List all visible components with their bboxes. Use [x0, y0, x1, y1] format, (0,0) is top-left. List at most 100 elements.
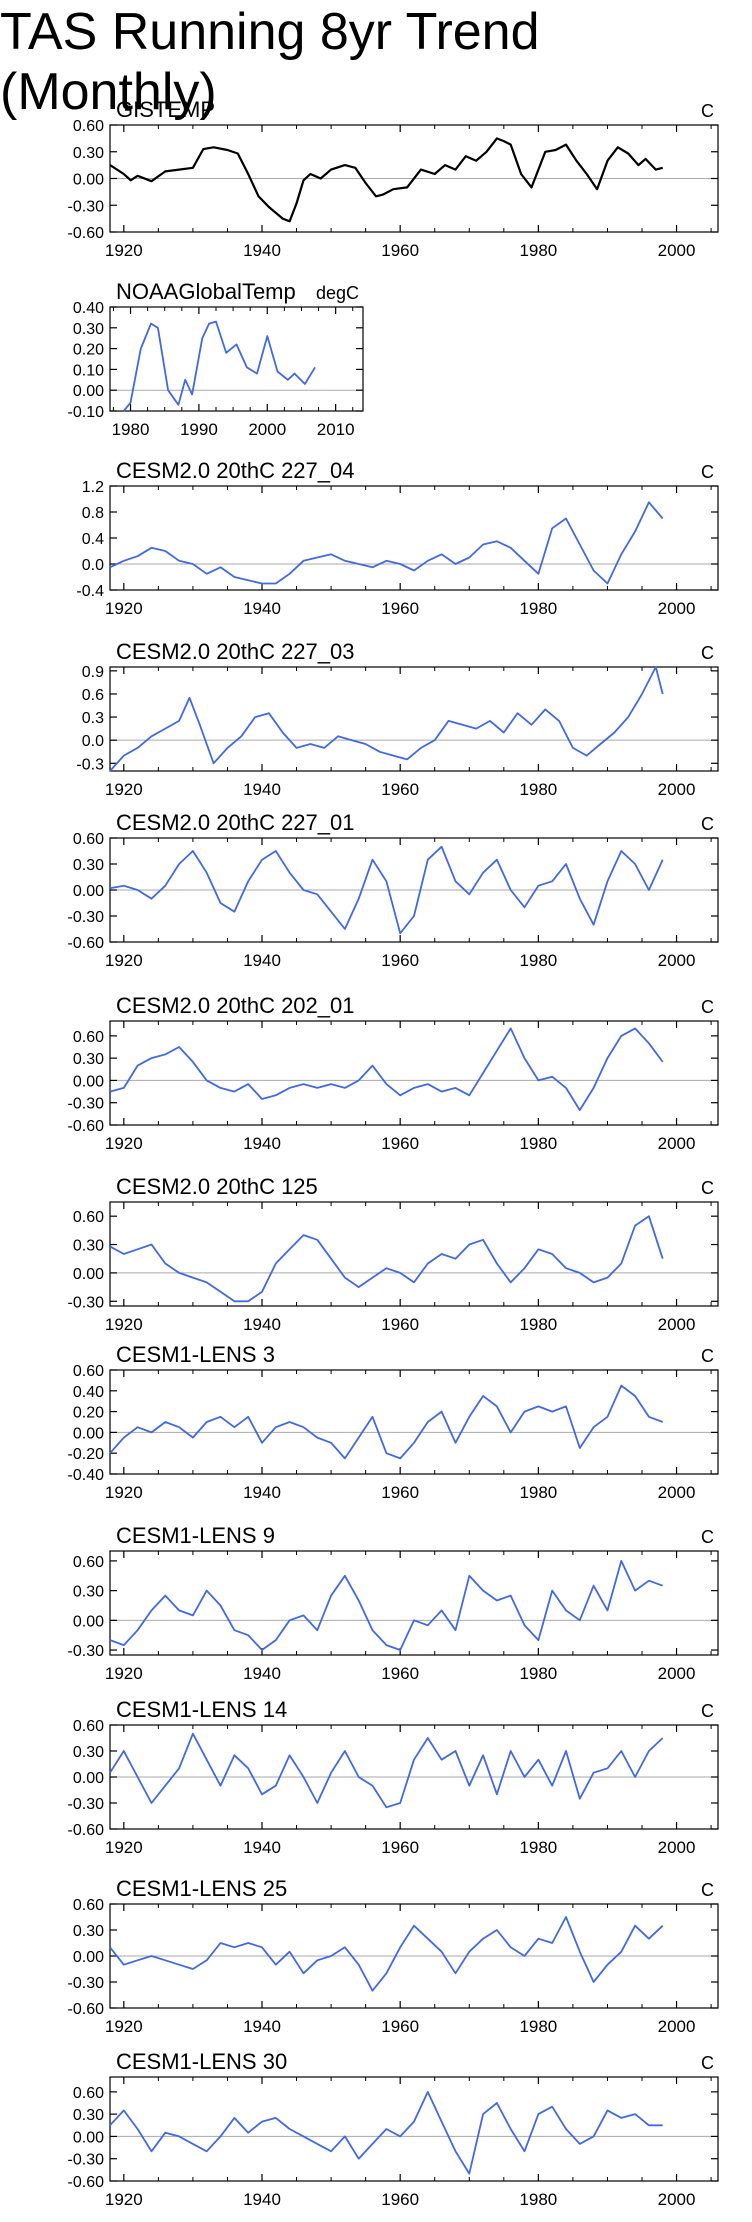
plot-frame — [109, 1020, 719, 1126]
x-tick-label: 1940 — [243, 599, 281, 618]
y-tick-label: 0.4 — [82, 531, 104, 548]
y-tick-label: 0.00 — [73, 2129, 104, 2146]
chart-panel-3: CESM2.0 20thC 227_04 C 1920 1940 1960 1980 200… — [76, 458, 719, 618]
x-tick-label: 1940 — [243, 1838, 281, 1857]
page-title: TAS Running 8yr Trend (Monthly) — [0, 3, 540, 121]
y-tick-label: -0.3 — [76, 756, 104, 773]
x-tick-label: 1960 — [381, 1838, 419, 1857]
y-tick-label: -0.20 — [68, 1446, 105, 1463]
x-tick-label: 1990 — [180, 420, 218, 439]
y-tick-label: 0.0 — [82, 733, 104, 750]
y-tick-label: 0.9 — [82, 664, 104, 681]
x-tick-label: 1920 — [105, 599, 143, 618]
x-tick-label: 2000 — [658, 780, 696, 799]
y-tick-label: 0.30 — [73, 1923, 104, 1940]
x-tick-label: 1940 — [243, 2017, 281, 2036]
panel-title: GISTEMP — [116, 97, 215, 122]
y-tick-label: 0.3 — [82, 710, 104, 727]
series-line — [123, 320, 316, 412]
plot-frame — [109, 485, 719, 591]
panel-units: C — [701, 2053, 714, 2073]
series-line — [109, 1027, 664, 1111]
y-tick-label: 0.60 — [73, 1029, 104, 1046]
panel-units: C — [701, 1701, 714, 1721]
y-tick-label: 0.00 — [73, 383, 104, 400]
x-tick-label: 1920 — [105, 1483, 143, 1502]
chart-panel-2: NOAAGlobalTemp degC 1980 1990 2000 2010 -0.10 0… — [68, 279, 364, 439]
y-tick-label: 0.30 — [73, 1051, 104, 1068]
x-tick-label: 1920 — [105, 2017, 143, 2036]
y-tick-label: 0.20 — [73, 342, 104, 359]
x-tick-label: 1940 — [243, 1315, 281, 1334]
plot-frame — [109, 666, 719, 772]
y-tick-label: 0.00 — [73, 172, 104, 189]
panel-units: C — [701, 997, 714, 1017]
x-tick-label: 1960 — [381, 1134, 419, 1153]
x-tick-label: 2000 — [658, 1134, 696, 1153]
x-tick-label: 1960 — [381, 1315, 419, 1334]
y-tick-label: -0.30 — [68, 2152, 105, 2169]
y-tick-label: -0.30 — [68, 1643, 105, 1660]
y-tick-label: 0.30 — [73, 1584, 104, 1601]
x-tick-label: 2000 — [658, 241, 696, 260]
y-tick-label: -0.30 — [68, 909, 105, 926]
x-tick-label: 1980 — [519, 1134, 557, 1153]
x-tick-label: 1980 — [519, 1664, 557, 1683]
y-tick-label: -0.10 — [68, 404, 105, 421]
plot-frame — [109, 2076, 719, 2182]
x-tick-label: 2000 — [658, 599, 696, 618]
series-line — [109, 1732, 664, 1809]
y-tick-label: -0.60 — [68, 2001, 105, 2018]
series-line — [109, 1384, 664, 1460]
panel-title: CESM2.0 20thC 202_01 — [116, 993, 355, 1018]
x-tick-label: 1920 — [105, 1838, 143, 1857]
x-tick-label: 1980 — [519, 1838, 557, 1857]
y-tick-label: 0.60 — [73, 1554, 104, 1571]
y-tick-label: 0.00 — [73, 883, 104, 900]
x-tick-label: 1940 — [243, 780, 281, 799]
x-tick-label: 1960 — [381, 2190, 419, 2209]
x-tick-label: 1980 — [112, 420, 150, 439]
x-tick-label: 1960 — [381, 1664, 419, 1683]
y-tick-label: 0.40 — [73, 300, 104, 317]
x-tick-label: 2000 — [658, 951, 696, 970]
y-tick-label: -0.4 — [76, 583, 104, 600]
y-tick-label: -0.60 — [68, 2174, 105, 2191]
panel-title: CESM2.0 20thC 227_03 — [116, 639, 355, 664]
y-tick-label: 0.00 — [73, 1425, 104, 1442]
x-tick-label: 1960 — [381, 1483, 419, 1502]
series-line — [109, 501, 664, 585]
panel-units: C — [701, 1178, 714, 1198]
x-tick-label: 1960 — [381, 780, 419, 799]
y-tick-label: 0.0 — [82, 557, 104, 574]
x-tick-label: 1920 — [105, 2190, 143, 2209]
y-tick-label: 0.40 — [73, 1384, 104, 1401]
panel-units: C — [701, 462, 714, 482]
plot-frame — [109, 1550, 719, 1656]
x-tick-label: 1980 — [519, 1483, 557, 1502]
panel-title: CESM1-LENS 25 — [116, 1876, 287, 1901]
chart-panel-11: CESM1-LENS 25 C 1920 1940 1960 1980 2000 -0.60 -… — [68, 1876, 719, 2036]
y-tick-label: -0.30 — [68, 1796, 105, 1813]
chart-panel-1: GISTEMP C 1920 1940 1960 1980 2000 -0.60 -0.30 0.… — [68, 97, 719, 260]
y-tick-label: 0.00 — [73, 1073, 104, 1090]
chart-panel-6: CESM2.0 20thC 202_01 C 1920 1940 1960 1980 200… — [68, 993, 719, 1153]
x-tick-label: 1940 — [243, 1483, 281, 1502]
y-tick-label: 0.60 — [73, 831, 104, 848]
x-tick-label: 1980 — [519, 241, 557, 260]
panel-title: CESM2.0 20thC 227_01 — [116, 810, 355, 835]
series-line — [109, 845, 664, 935]
y-tick-label: -0.60 — [68, 1822, 105, 1839]
x-tick-label: 1980 — [519, 951, 557, 970]
y-tick-label: 0.8 — [82, 505, 104, 522]
plot-frame — [109, 306, 364, 412]
x-tick-label: 2000 — [658, 1664, 696, 1683]
y-tick-label: 0.00 — [73, 1770, 104, 1787]
x-tick-label: 1960 — [381, 241, 419, 260]
x-tick-label: 1920 — [105, 1664, 143, 1683]
y-tick-label: -0.30 — [68, 1294, 105, 1311]
x-tick-label: 2000 — [658, 1483, 696, 1502]
panel-units: C — [701, 1346, 714, 1366]
x-tick-label: 1980 — [519, 2190, 557, 2209]
